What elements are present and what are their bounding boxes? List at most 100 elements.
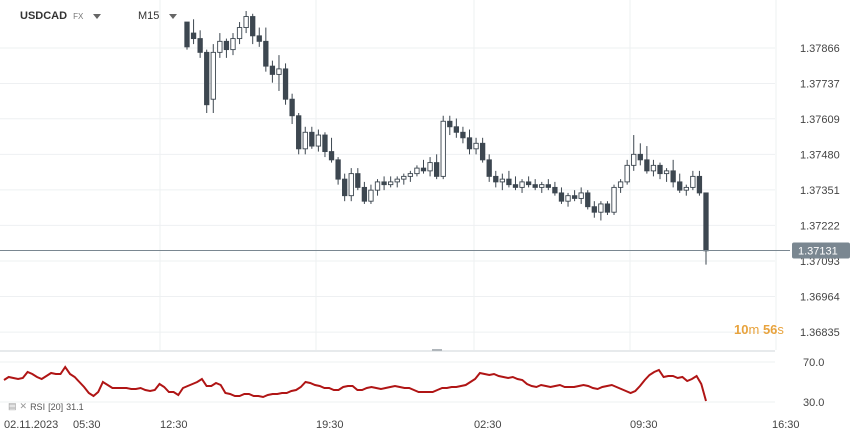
candle-body — [335, 159, 341, 180]
candle-body — [558, 192, 565, 202]
candle-body — [604, 203, 611, 213]
symbol-selector[interactable]: USDCAD FX — [20, 10, 102, 22]
candle-body — [532, 184, 538, 188]
candle-body — [368, 189, 374, 202]
rsi-level-label: 70.0 — [803, 357, 824, 369]
candle-body — [519, 181, 525, 188]
candle-body — [315, 134, 322, 147]
candle-body — [322, 134, 328, 153]
close-icon[interactable]: ✕ — [19, 401, 28, 411]
timeframe-label: M15 — [138, 10, 160, 22]
candle-body — [190, 32, 197, 40]
current-price-badge-bg — [792, 242, 850, 259]
list-icon[interactable]: ▤ — [8, 401, 17, 411]
candle-body — [328, 151, 335, 161]
candle-body — [414, 167, 420, 175]
candle-body — [453, 126, 460, 133]
candle-body — [361, 186, 368, 202]
candle-body — [493, 175, 499, 183]
candle-body — [565, 195, 571, 202]
candle-body — [617, 181, 624, 188]
candle-body — [479, 142, 486, 161]
candle-body — [243, 16, 249, 29]
candle-body — [486, 159, 492, 177]
candle-body — [663, 170, 670, 175]
candle-body — [204, 51, 210, 106]
candles — [184, 11, 709, 265]
time-tick-label: 02:30 — [474, 419, 502, 431]
candle-body — [184, 21, 190, 48]
rsi-level-label: 30.0 — [803, 397, 824, 409]
candle-body — [677, 181, 683, 191]
current-price-badge: 1.37131 — [792, 242, 850, 259]
candle-body — [690, 175, 696, 188]
candle-body — [230, 38, 236, 51]
price-axis: 1.37866 1.37737 1.37609 1.37480 1.37351 1.372… — [800, 43, 840, 339]
candle-body — [210, 51, 216, 100]
price-tick-label: 1.37609 — [800, 114, 840, 126]
candle-body — [539, 184, 545, 188]
candle-body — [250, 16, 256, 37]
candle-body — [512, 184, 519, 188]
countdown-seconds-unit: s — [777, 322, 784, 337]
candle-body — [585, 192, 591, 208]
candle-body — [624, 164, 630, 183]
candle-body — [223, 40, 230, 51]
candle-body — [433, 162, 440, 177]
countdown-seconds: 56 — [762, 322, 778, 337]
price-tick-label: 1.37222 — [800, 220, 840, 232]
price-tick-label: 1.37480 — [800, 149, 840, 161]
candle-body — [460, 131, 466, 139]
candle-body — [631, 153, 637, 166]
candle-body — [637, 153, 643, 161]
candle-body — [309, 131, 315, 147]
candle-body — [466, 137, 473, 150]
candle-body — [296, 115, 302, 150]
candle-body — [440, 120, 446, 177]
market-label: FX — [73, 11, 84, 21]
time-tick-label: 16:30 — [772, 419, 800, 431]
rsi-legend: ▤ ✕ RSI [20] 31.1 — [8, 401, 84, 412]
price-tick-label: 1.36964 — [800, 292, 840, 304]
rsi-levels: 70.0 30.0 — [0, 357, 824, 409]
candle-body — [696, 175, 703, 194]
candle-body — [407, 173, 414, 177]
candle-body — [427, 162, 433, 172]
candle-body — [657, 164, 663, 175]
symbol-name: USDCAD — [20, 10, 68, 22]
candle-body — [552, 186, 558, 194]
candle-body — [611, 186, 617, 213]
candle-body — [236, 27, 243, 40]
panel-resize-handle[interactable] — [432, 349, 442, 351]
timeframe-selector[interactable]: M15 — [138, 10, 178, 22]
candle-countdown: 10m 56s — [734, 322, 784, 337]
candle-body — [401, 175, 407, 180]
candle-body — [644, 159, 650, 172]
candle-body — [447, 120, 453, 128]
grid-lines — [0, 0, 777, 350]
time-tick-label: 02.11.2023 — [4, 419, 58, 431]
chevron-down-icon[interactable] — [93, 13, 102, 19]
candle-body — [525, 181, 532, 186]
countdown-minutes: 10 — [734, 322, 749, 337]
candle-body — [670, 170, 676, 183]
time-tick-label: 09:30 — [630, 419, 658, 431]
time-axis: 02.11.2023 05:30 12:30 19:30 02:30 09:30 16:30 — [4, 419, 800, 431]
price-tick-label: 1.37866 — [800, 43, 840, 55]
price-tick-label: 1.36835 — [800, 327, 840, 339]
rsi-value: 31.1 — [66, 401, 84, 412]
chevron-down-icon[interactable] — [169, 13, 178, 19]
time-tick-label: 05:30 — [73, 419, 101, 431]
candle-body — [650, 164, 657, 172]
candle-body — [598, 203, 604, 213]
rsi-name: RSI — [30, 401, 46, 412]
candle-body — [197, 38, 203, 53]
candle-body — [217, 40, 223, 53]
price-tick-label: 1.37737 — [800, 79, 840, 91]
time-tick-label: 19:30 — [316, 419, 344, 431]
candle-body — [302, 131, 308, 150]
candle-body — [348, 173, 354, 197]
time-tick-label: 12:30 — [160, 419, 188, 431]
candle-body — [578, 192, 584, 199]
